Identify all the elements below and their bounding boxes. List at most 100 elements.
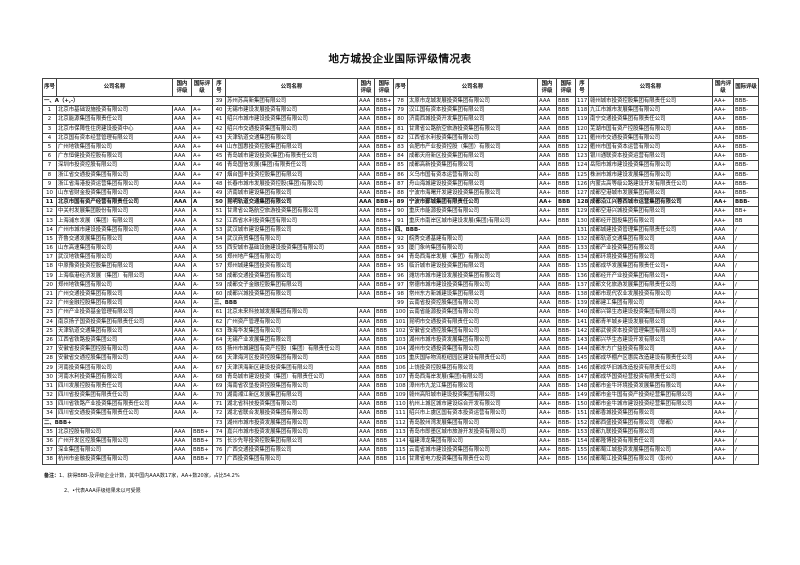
company-name: 漳州市九龙江集团有限公司	[407, 380, 538, 392]
domestic-rating: AAA	[357, 224, 375, 235]
table-row: 32 四川省投资集团有限责任公司 AAA A- 70 湖南湘江新区发展集团有限公司 AAA B…	[42, 389, 759, 401]
company-name: 江西省铁路投资集团公司	[56, 334, 173, 346]
seq: 106	[393, 362, 408, 373]
company-name: 上饶投资控股集团有限公司	[407, 362, 538, 373]
domestic-rating: AAA	[172, 454, 192, 465]
domestic-rating: AA+	[712, 160, 734, 171]
domestic-rating: AAA	[357, 114, 375, 125]
domestic-rating: AA+	[712, 417, 734, 428]
intl-rating: BBB+	[374, 105, 394, 116]
domestic-rating: AAA	[172, 353, 192, 364]
header-seq: 序号	[393, 78, 408, 97]
table-row: 38 杭州市金融投资集团有限公司 AAA BBB+ 77 广西投资集团有限公司 AAA BBB…	[42, 454, 759, 465]
company-name: 杭州上城区城市建设综合开发有限公司	[407, 399, 538, 410]
seq: 123	[575, 151, 589, 162]
domestic-rating: AAA	[537, 316, 557, 327]
seq: 52	[212, 215, 226, 226]
company-name: 成都成华棚户区惠民改造建设有限责任公司	[588, 353, 713, 364]
seq: 98	[393, 288, 408, 300]
seq: 59	[212, 279, 226, 290]
seq: 134	[575, 252, 589, 263]
intl-rating: BBB+	[374, 160, 394, 171]
seq: 25	[42, 325, 57, 336]
header-seq: 序号	[42, 78, 57, 97]
seq: 137	[575, 279, 589, 290]
seq: 64	[212, 334, 226, 346]
seq: 95	[393, 261, 408, 272]
intl-rating: A-	[191, 325, 213, 336]
company-name: 临沂城市建设投资集团有限公司	[407, 261, 538, 272]
company-name: 成都沿江兴蓉西城市运营集团有限公司	[588, 197, 713, 208]
table-row: 17 武汉地铁集团有限公司 AAA A 56 郑州地产集团有限公司 AAA BBB+ 94 青岛西…	[42, 252, 759, 263]
header-intl: 国际评级	[556, 78, 576, 97]
table-row: 3 北京市保障性住房建设投资中心 AAA A+ 42 绍兴市交通投资集团有限公司 AAA BB…	[42, 123, 759, 134]
intl-rating: A+	[191, 151, 213, 162]
intl-rating: BBB-	[733, 105, 759, 116]
company-name: 江西省水利投资集团有限公司	[407, 132, 538, 143]
seq: 132	[575, 233, 589, 245]
intl-rating: BBB	[374, 445, 394, 456]
company-name: 嘉兴市城市投资发展集团有限公司	[225, 426, 358, 437]
company-name: 青岛西海岸发展（集团）有限公司	[407, 252, 538, 263]
seq: 127	[575, 187, 589, 199]
company-name: 广州交通投资集团有限公司	[56, 288, 173, 300]
domestic-rating: AAA	[357, 307, 375, 318]
domestic-rating: AA+	[712, 399, 734, 410]
seq: 5	[42, 141, 57, 153]
table-row: 5 广州地铁集团有限公司 AAA A+ 44 山东国惠投资控股集团有限公司 AAA BBB+ 8…	[42, 141, 759, 153]
intl-rating: BBB	[556, 114, 576, 125]
intl-rating: BBB+	[374, 95, 394, 107]
domestic-rating: AAA	[172, 123, 192, 134]
intl-rating: BBB+	[374, 178, 394, 189]
seq: 50	[212, 197, 226, 208]
seq: 109	[393, 389, 408, 401]
company-name: 赣州城市投资控股集团有限责任公司	[588, 95, 713, 107]
domestic-rating: AA+	[712, 334, 734, 346]
domestic-rating: AAA	[172, 178, 192, 189]
seq: 43	[212, 132, 226, 143]
domestic-rating: AAA	[172, 288, 192, 300]
intl-rating: BBB+	[374, 261, 394, 272]
company-name: 成都空港兴城投资集团有限公司	[588, 206, 713, 217]
seq: 152	[575, 417, 589, 428]
company-name: 潍坊市城市建设发展投资集团有限公司	[407, 270, 538, 281]
intl-rating: BBB+	[374, 288, 394, 300]
intl-rating: /	[733, 371, 759, 382]
domestic-rating: AAA	[712, 242, 734, 254]
domestic-rating: AAA	[357, 325, 375, 336]
seq: 143	[575, 334, 589, 346]
intl-rating: A+	[191, 141, 213, 153]
domestic-rating: AAA	[537, 307, 557, 318]
seq: 2	[42, 114, 57, 125]
intl-rating: BBB-	[733, 169, 759, 180]
domestic-rating: AAA	[712, 261, 734, 272]
intl-rating: BBB+	[191, 454, 213, 465]
intl-rating: A-	[191, 298, 213, 309]
company-name: 成都香城投资集团有限公司	[588, 408, 713, 419]
domestic-rating: AAA	[172, 389, 192, 401]
domestic-rating: AA+	[537, 399, 557, 410]
company-name: 安徽省交通控股集团有限公司	[56, 353, 173, 364]
seq: 3	[42, 123, 57, 134]
domestic-rating: AAA	[172, 371, 192, 382]
company-name: 成都西盛投资集团有限公司（郫都）	[588, 417, 713, 428]
company-name: 衢州市国有资本运营有限公司	[588, 141, 713, 153]
domestic-rating: AA+	[712, 206, 734, 217]
company-name: 成都市金牛城市建设投资经营集团有限公司	[588, 399, 713, 410]
company-name: 广州开发区控股集团有限公司	[56, 435, 173, 447]
intl-rating: A-	[191, 316, 213, 327]
seq: 82	[393, 132, 408, 143]
seq: 77	[212, 454, 226, 465]
company-name: 河南水利投资集团有限公司	[56, 371, 173, 382]
domestic-rating: AAA	[357, 206, 375, 217]
intl-rating: BBB	[556, 160, 576, 171]
intl-rating: /	[733, 344, 759, 355]
company-name: 杭州市金融投资集团有限公司	[56, 454, 173, 465]
seq: 119	[575, 114, 589, 125]
company-name: 福建漳龙集团有限公司	[407, 435, 538, 447]
company-name: 广西交通投资集团有限公司	[225, 445, 358, 456]
intl-rating: A	[191, 197, 213, 208]
domestic-rating: AA+	[712, 132, 734, 143]
intl-rating: BBB+	[374, 123, 394, 134]
domestic-rating: AAA	[537, 132, 557, 143]
